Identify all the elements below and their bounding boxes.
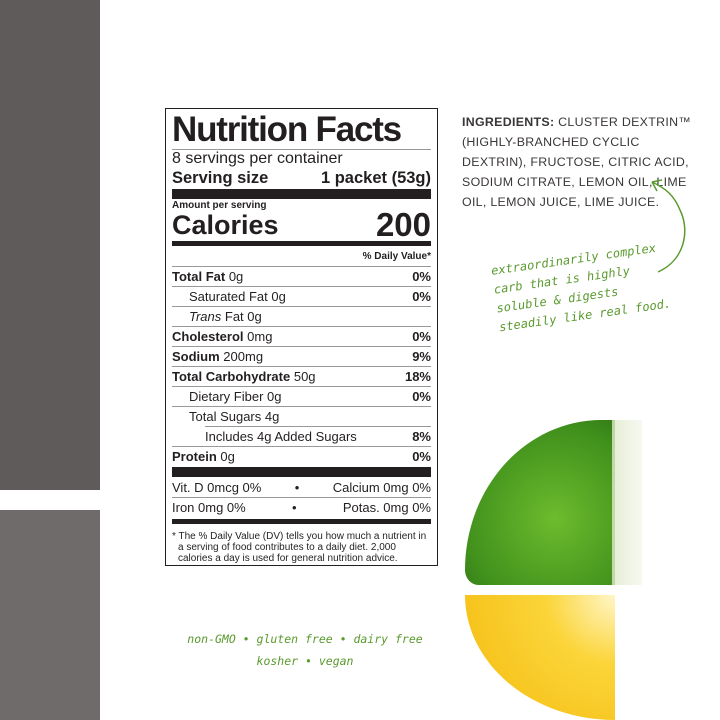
ingredients-text: CLUSTER DEXTRIN™ (HIGHLY-BRANCHED CYCLIC…: [462, 115, 692, 209]
nutrient-row: Protein 0g 0%: [172, 446, 431, 466]
calories-row: Calories 200: [172, 206, 431, 243]
nutrient-row: Includes 4g Added Sugars 8%: [205, 426, 431, 446]
badges-line-1: non-GMO • gluten free • dairy free: [187, 632, 423, 646]
side-bar-top: [0, 0, 100, 490]
side-bar-bottom: [0, 510, 100, 720]
footnote: * The % Daily Value (DV) tells you how m…: [172, 531, 427, 564]
lemon-image: [465, 595, 615, 720]
nutrient-row: Total Sugars 4g: [172, 406, 431, 426]
badges-line-2: kosher • vegan: [256, 654, 354, 668]
daily-value-header: % Daily Value*: [362, 251, 431, 262]
ingredients-heading: INGREDIENTS:: [462, 115, 555, 129]
nutrient-row: Sodium 200mg 9%: [172, 346, 431, 366]
ingredients: INGREDIENTS: CLUSTER DEXTRIN™ (HIGHLY-BR…: [462, 112, 702, 212]
nutrient-row: Total Fat 0g 0%: [172, 266, 431, 286]
vitamin-row: Iron 0mg 0% • Potas. 0mg 0%: [172, 500, 431, 515]
nutrition-facts-label: Nutrition Facts 8 servings per container…: [165, 108, 438, 566]
lime-image: [465, 420, 615, 585]
lime-cut-face: [612, 420, 642, 585]
divider-thick: [172, 189, 431, 199]
nutrient-row: Saturated Fat 0g 0%: [172, 286, 431, 306]
calories-label: Calories: [172, 210, 279, 240]
handwritten-note: extraordinarily complex carb that is hig…: [490, 240, 672, 335]
nutrient-row: Trans Fat 0g: [172, 306, 431, 326]
divider-medium: [172, 519, 431, 524]
nutrient-row: Total Carbohydrate 50g 18%: [172, 366, 431, 386]
serving-size-value: 1 packet (53g): [320, 169, 431, 187]
nutrient-row: Dietary Fiber 0g 0%: [172, 386, 431, 406]
divider-medium: [172, 241, 431, 246]
divider-thick: [172, 467, 431, 477]
label-title: Nutrition Facts: [172, 110, 402, 149]
serving-size: Serving size 1 packet (53g): [172, 168, 431, 188]
arrow-icon: [651, 179, 686, 273]
servings-per-container: 8 servings per container: [172, 150, 343, 167]
amount-per-serving: Amount per serving: [172, 200, 267, 211]
serving-size-label: Serving size: [172, 169, 269, 187]
badges: non-GMO • gluten free • dairy free kosher…: [160, 628, 450, 672]
calories-value: 200: [375, 206, 431, 243]
vitamin-row: Vit. D 0mcg 0% • Calcium 0mg 0%: [172, 480, 431, 495]
nutrient-row: Cholesterol 0mg 0%: [172, 326, 431, 346]
